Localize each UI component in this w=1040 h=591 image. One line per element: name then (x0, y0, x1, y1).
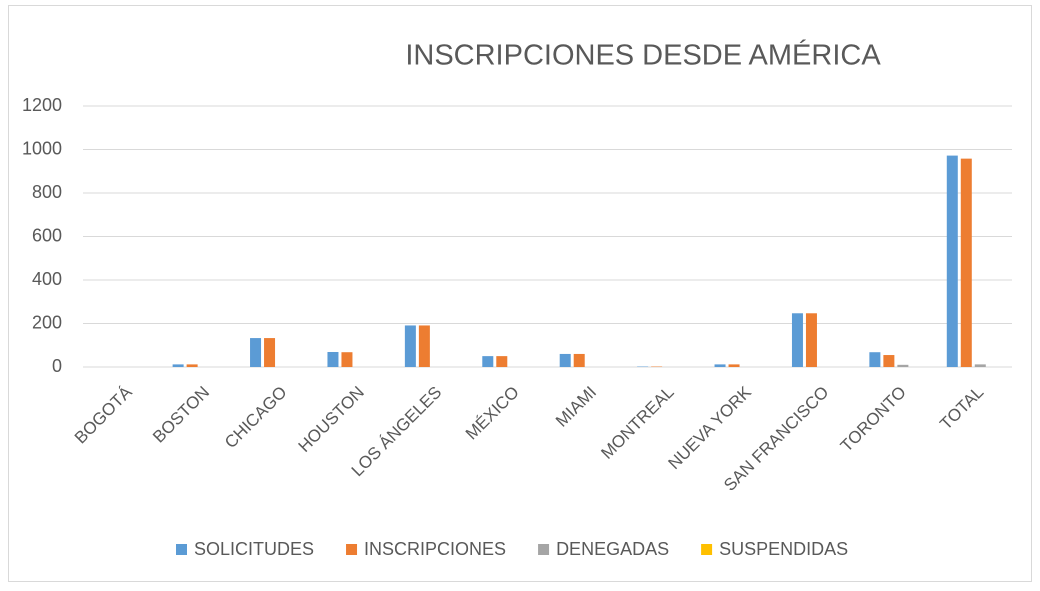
y-tick-label: 600 (32, 225, 62, 245)
y-tick-label: 0 (52, 356, 62, 376)
bar (883, 355, 894, 367)
bar (975, 364, 986, 367)
legend-swatch (346, 544, 357, 555)
legend-swatch (701, 544, 712, 555)
bar (173, 364, 184, 367)
bar (729, 364, 740, 367)
legend-swatch (538, 544, 549, 555)
bar (419, 325, 430, 367)
bar (961, 159, 972, 367)
bar (496, 356, 507, 367)
legend-label: INSCRIPCIONES (364, 539, 506, 559)
bar (560, 354, 571, 367)
y-tick-label: 1000 (22, 138, 62, 158)
legend-swatch (176, 544, 187, 555)
bar (264, 338, 275, 367)
bar (715, 364, 726, 367)
bar (250, 338, 261, 367)
bar (574, 354, 585, 367)
bar (897, 365, 908, 367)
bar (482, 356, 493, 367)
chart-title: INSCRIPCIONES DESDE AMÉRICA (405, 39, 881, 72)
legend-label: SOLICITUDES (194, 539, 314, 559)
bar (806, 313, 817, 367)
bar (947, 156, 958, 367)
legend-label: DENEGADAS (556, 539, 669, 559)
y-tick-label: 200 (32, 312, 62, 332)
bar (869, 352, 880, 367)
bar (341, 352, 352, 367)
y-tick-label: 800 (32, 182, 62, 202)
bar (405, 325, 416, 367)
chart-border (9, 6, 1032, 582)
bar (327, 352, 338, 367)
y-tick-label: 400 (32, 269, 62, 289)
y-tick-label: 1200 (22, 95, 62, 115)
legend-label: SUSPENDIDAS (719, 539, 848, 559)
bar (187, 364, 198, 367)
bar (792, 313, 803, 367)
